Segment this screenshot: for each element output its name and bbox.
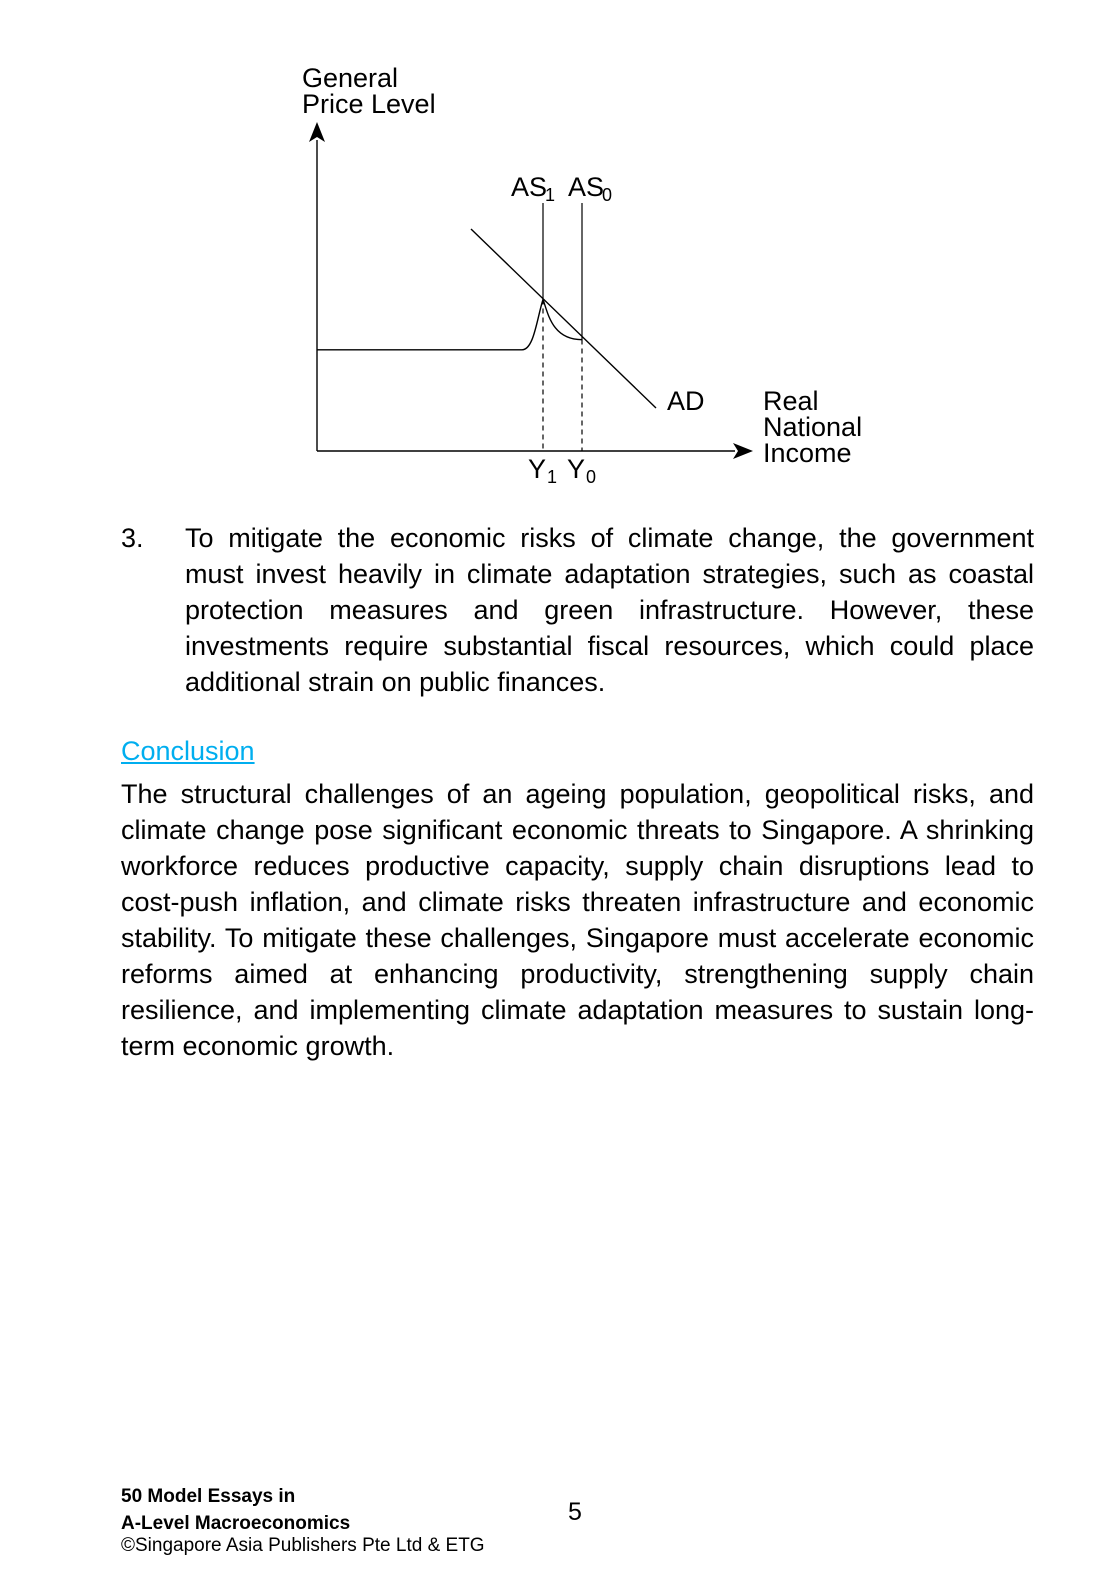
svg-text:AD: AD [667, 386, 705, 416]
svg-text:1: 1 [545, 185, 555, 205]
svg-text:Price Level: Price Level [302, 89, 436, 119]
svg-text:Y: Y [528, 454, 546, 484]
svg-text:AS: AS [568, 172, 604, 202]
svg-text:Income: Income [763, 438, 852, 468]
svg-text:Y: Y [567, 454, 585, 484]
svg-text:1: 1 [547, 467, 557, 487]
svg-text:0: 0 [602, 185, 612, 205]
svg-text:0: 0 [586, 467, 596, 487]
svg-text:AS: AS [511, 172, 547, 202]
